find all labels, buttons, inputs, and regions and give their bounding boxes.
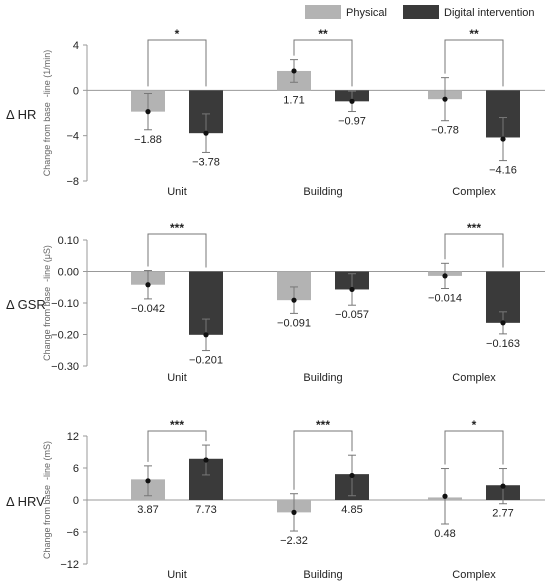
significance-bracket xyxy=(293,39,353,87)
data-label: −0.042 xyxy=(131,303,165,315)
data-point xyxy=(203,457,209,463)
data-point xyxy=(442,96,448,102)
data-label: −3.78 xyxy=(192,156,220,168)
significance-marker: * xyxy=(175,27,180,41)
data-label: −0.091 xyxy=(277,317,311,329)
y-tick-label: −12 xyxy=(60,559,79,571)
y-tick-label: 12 xyxy=(67,431,79,443)
y-tick-label: −6 xyxy=(66,527,79,539)
data-point xyxy=(145,109,151,115)
category-label: Complex xyxy=(452,186,496,198)
y-axis-title: Change from base -line (μS) xyxy=(42,245,52,361)
data-point xyxy=(500,320,506,326)
data-point xyxy=(145,478,151,484)
y-tick-label: 0 xyxy=(73,495,79,507)
data-point xyxy=(500,483,506,489)
data-point xyxy=(203,130,209,136)
data-point xyxy=(291,297,297,303)
y-tick-label: 0.10 xyxy=(58,235,79,247)
data-label: −0.014 xyxy=(428,293,462,305)
category-label: Building xyxy=(303,186,342,198)
data-label: 1.71 xyxy=(283,94,304,106)
y-tick-label: −0.10 xyxy=(51,298,79,310)
data-point xyxy=(500,136,506,142)
legend-label-physical: Physical xyxy=(346,7,387,19)
data-label: −4.16 xyxy=(489,165,517,177)
category-label: Building xyxy=(303,569,342,581)
significance-bracket xyxy=(147,39,207,87)
panel-label: Δ GSR xyxy=(6,297,46,312)
category-label: Unit xyxy=(167,186,187,198)
data-point xyxy=(145,282,151,288)
data-label: 7.73 xyxy=(195,504,216,516)
data-point xyxy=(442,493,448,499)
legend-swatch-digital xyxy=(403,5,439,19)
significance-marker: ** xyxy=(318,27,328,41)
data-point xyxy=(349,98,355,104)
category-label: Complex xyxy=(452,569,496,581)
y-tick-label: −0.30 xyxy=(51,361,79,373)
data-label: 0.48 xyxy=(434,528,455,540)
y-tick-label: −4 xyxy=(66,131,79,143)
y-tick-label: −8 xyxy=(66,176,79,188)
data-label: 4.85 xyxy=(341,504,362,516)
category-label: Complex xyxy=(452,372,496,384)
significance-marker: *** xyxy=(170,221,184,235)
data-label: −0.78 xyxy=(431,125,459,137)
significance-marker: * xyxy=(472,418,477,432)
data-label: −2.32 xyxy=(280,535,308,547)
data-point xyxy=(291,509,297,515)
legend: Physical Digital intervention xyxy=(305,5,535,19)
data-label: −0.201 xyxy=(189,355,223,367)
data-label: 2.77 xyxy=(492,508,513,520)
data-label: −0.163 xyxy=(486,338,520,350)
significance-marker: *** xyxy=(467,221,481,235)
y-tick-label: 4 xyxy=(73,40,79,52)
y-tick-label: 0 xyxy=(73,85,79,97)
significance-bracket xyxy=(293,430,353,490)
category-label: Unit xyxy=(167,569,187,581)
data-label: −1.88 xyxy=(134,134,162,146)
data-point xyxy=(442,273,448,279)
significance-marker: *** xyxy=(170,418,184,432)
data-point xyxy=(349,472,355,479)
significance-marker: *** xyxy=(316,418,330,432)
panel-label: Δ HRV xyxy=(6,494,45,509)
data-label: −0.057 xyxy=(335,309,369,321)
significance-bracket xyxy=(147,233,207,268)
y-tick-label: −0.20 xyxy=(51,330,79,342)
significance-bracket xyxy=(444,39,504,87)
chart-panels: Δ HR Change from base -line (1/min) −8 −4 0 4… xyxy=(6,27,545,581)
y-axis-title: Change from base -line (mS) xyxy=(42,441,52,559)
category-label: Building xyxy=(303,372,342,384)
data-point xyxy=(291,68,297,74)
data-point xyxy=(349,286,355,293)
significance-bracket xyxy=(147,430,207,462)
significance-marker: ** xyxy=(469,27,479,41)
legend-swatch-physical xyxy=(305,5,341,19)
significance-bracket xyxy=(444,233,504,268)
y-tick-label: 0.00 xyxy=(58,267,79,279)
panel-label: Δ HR xyxy=(6,107,36,122)
panel-0: Δ HR Change from base -line (1/min) −8 −4 0 4… xyxy=(6,27,545,198)
significance-bracket xyxy=(444,430,504,465)
legend-label-digital: Digital intervention xyxy=(444,7,535,19)
y-axis-title: Change from base -line (1/min) xyxy=(42,50,52,177)
category-label: Unit xyxy=(167,372,187,384)
data-label: 3.87 xyxy=(137,504,158,516)
data-label: −0.97 xyxy=(338,116,366,128)
y-tick-label: 6 xyxy=(73,463,79,475)
data-point xyxy=(203,332,209,338)
